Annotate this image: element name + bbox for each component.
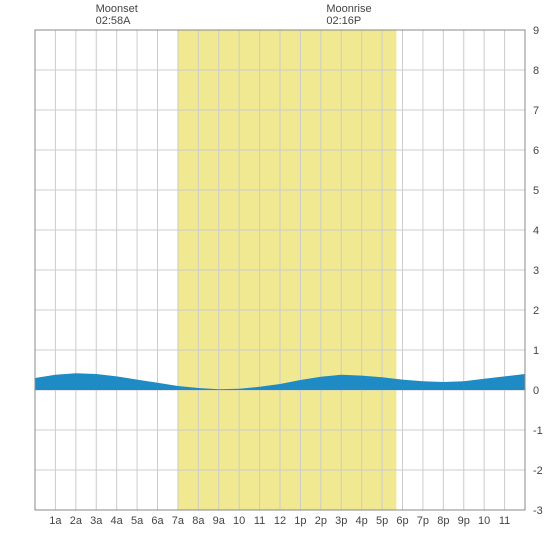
annotation-time: 02:16P <box>326 15 361 27</box>
chart-svg: 1a2a3a4a5a6a7a8a9a1011121p2p3p4p5p6p7p8p… <box>0 0 550 550</box>
x-tick-label: 4p <box>356 515 368 527</box>
y-tick-label: 8 <box>533 65 539 77</box>
x-tick-label: 2a <box>70 515 83 527</box>
x-tick-label: 10 <box>233 515 245 527</box>
x-tick-label: 3a <box>90 515 103 527</box>
x-tick-label: 10 <box>478 515 490 527</box>
x-tick-label: 1a <box>49 515 62 527</box>
x-tick-label: 3p <box>335 515 347 527</box>
x-tick-label: 5p <box>376 515 388 527</box>
x-tick-label: 5a <box>131 515 144 527</box>
annotation-title: Moonset <box>96 3 138 15</box>
x-tick-label: 2p <box>315 515 327 527</box>
y-tick-label: 6 <box>533 145 539 157</box>
x-tick-label: 8p <box>437 515 449 527</box>
x-tick-label: 7a <box>172 515 185 527</box>
annotation-title: Moonrise <box>326 3 371 15</box>
x-tick-label: 11 <box>254 515 265 527</box>
y-tick-label: 1 <box>533 345 539 357</box>
y-tick-label: -3 <box>533 505 543 517</box>
x-tick-label: 4a <box>111 515 124 527</box>
x-tick-label: 9a <box>213 515 226 527</box>
y-tick-label: 4 <box>533 225 539 237</box>
y-tick-label: 7 <box>533 105 539 117</box>
x-tick-label: 1p <box>294 515 306 527</box>
y-tick-label: -1 <box>533 425 543 437</box>
x-tick-label: 6p <box>396 515 408 527</box>
y-tick-label: 0 <box>533 385 539 397</box>
tide-chart: 1a2a3a4a5a6a7a8a9a1011121p2p3p4p5p6p7p8p… <box>0 0 550 550</box>
x-tick-label: 11 <box>499 515 510 527</box>
x-tick-label: 6a <box>151 515 164 527</box>
y-tick-label: 5 <box>533 185 539 197</box>
x-tick-label: 12 <box>274 515 286 527</box>
y-tick-label: 9 <box>533 25 539 37</box>
x-tick-label: 8a <box>192 515 205 527</box>
y-tick-label: 2 <box>533 305 539 317</box>
y-tick-label: -2 <box>533 465 543 477</box>
x-tick-label: 9p <box>458 515 470 527</box>
y-tick-label: 3 <box>533 265 539 277</box>
annotation-time: 02:58A <box>96 15 132 27</box>
x-tick-label: 7p <box>417 515 429 527</box>
